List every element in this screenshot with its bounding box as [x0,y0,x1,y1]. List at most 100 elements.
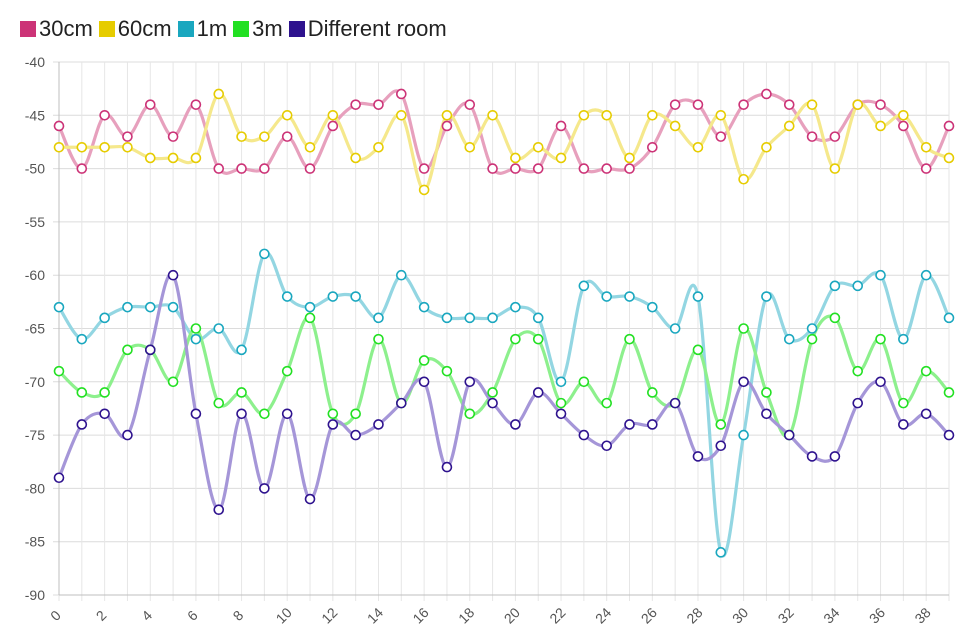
data-point [806,323,818,334]
y-tick-label: -90 [25,587,45,603]
data-point [281,365,293,377]
data-point [373,312,384,324]
data-point [396,397,407,409]
data-point [236,163,247,174]
data-point [647,387,658,398]
data-point [213,163,225,174]
data-point [418,301,430,313]
data-point [829,131,841,142]
legend-item[interactable]: 3m [233,18,283,40]
data-point [943,152,955,164]
x-tick-label: 26 [638,604,660,626]
data-point [692,344,704,356]
data-point [350,99,361,110]
data-point [601,440,612,452]
series-line-0 [57,89,951,175]
data-point [898,397,909,409]
y-tick-label: -45 [25,107,45,123]
data-point [350,291,361,302]
data-point [875,269,886,281]
data-point [601,397,612,409]
series-line-1 [57,92,951,192]
data-point [783,99,795,110]
data-point [669,120,681,132]
data-point [943,429,955,441]
x-tick-label: 2 [93,607,110,624]
data-point [761,291,772,302]
x-tick-label: 6 [184,607,201,624]
data-point [99,408,110,420]
y-tick-label: -55 [25,214,45,230]
data-point [464,312,476,324]
data-point [715,110,727,121]
data-point [578,429,590,441]
data-point [624,419,635,430]
legend-swatch [233,21,250,37]
y-tick-label: -70 [25,374,45,390]
data-point [76,387,88,398]
data-point [259,483,270,494]
data-point [601,291,612,302]
data-point [464,376,476,388]
legend-swatch [288,21,305,37]
data-point [532,387,544,398]
legend-item[interactable]: 1m [177,18,227,40]
data-point [920,141,932,153]
data-point [190,99,202,110]
data-point [669,99,681,110]
data-point [441,461,453,473]
data-point [555,397,567,409]
legend: 30cm 60cm 1m 3m Different room [20,18,453,40]
data-point [647,301,658,313]
data-point [829,280,841,292]
data-point [738,173,749,185]
data-point [327,120,339,132]
legend-item[interactable]: 30cm [20,18,93,40]
data-point [53,120,65,132]
series-line-4 [57,272,951,512]
legend-item[interactable]: 60cm [98,18,172,40]
data-point [304,493,316,505]
data-point [99,312,110,324]
data-point [898,110,909,121]
data-point [144,99,156,110]
data-point [281,291,293,302]
data-point [715,419,727,430]
data-point [327,408,339,420]
data-point [213,323,225,334]
data-point [122,344,133,356]
data-point [76,333,88,345]
x-tick-label: 18 [455,604,477,626]
data-point [464,408,476,420]
x-tick-label: 10 [273,604,295,626]
data-point [555,120,567,132]
y-tick-label: -50 [25,161,45,177]
data-point [624,333,635,345]
data-point [578,163,590,174]
data-point [692,141,704,153]
y-tick-label: -40 [25,54,45,70]
data-point [281,110,293,121]
data-point [738,429,749,441]
data-point [898,120,909,132]
data-point [738,99,749,110]
data-point [692,99,704,110]
data-point [259,408,270,420]
data-point [213,504,225,516]
y-tick-label: -85 [25,534,45,550]
data-point [53,301,65,313]
data-point [373,99,384,110]
data-point [304,141,316,153]
data-point [259,131,270,142]
legend-item[interactable]: Different room [288,18,447,40]
data-point [99,110,110,121]
data-point [510,301,521,313]
y-tick-label: -65 [25,321,45,337]
data-point [875,376,886,388]
x-tick-label: 38 [911,604,933,626]
data-point [144,344,156,356]
data-point [281,131,293,142]
data-point [510,163,521,174]
data-point [920,365,932,377]
